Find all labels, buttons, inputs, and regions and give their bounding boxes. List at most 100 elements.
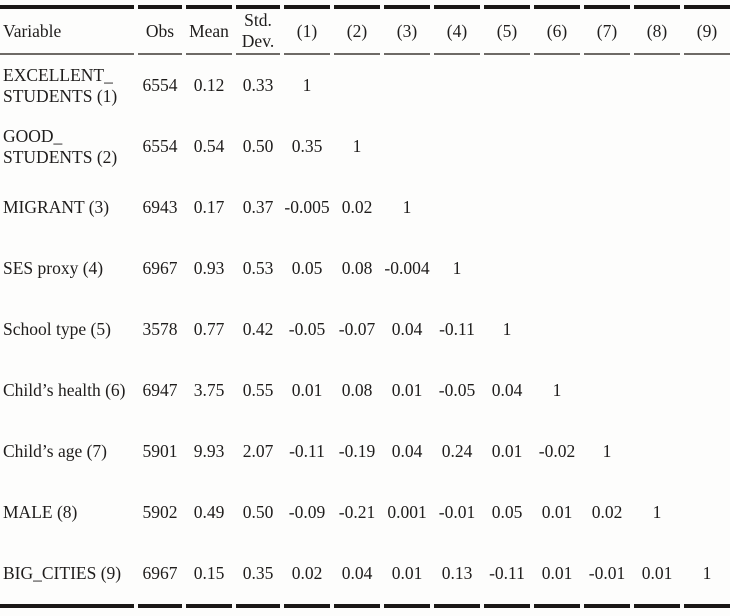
correlation-value-1: -0.05	[288, 319, 326, 340]
correlation-value-2: 0.04	[334, 543, 380, 608]
correlation-value-5: 0.05	[491, 502, 523, 523]
correlation-value-4: -0.11	[439, 319, 475, 340]
correlation-value-6	[534, 116, 580, 177]
correlation-value-9	[684, 177, 730, 238]
header-cell-c6: (6)	[534, 5, 580, 55]
correlation-value-3: 0.001	[387, 502, 427, 523]
header-label: (5)	[496, 20, 518, 41]
correlation-value-3: 0.01	[391, 380, 423, 401]
header-label: Mean	[189, 20, 229, 41]
correlation-value-1: 1	[302, 75, 312, 96]
header-cell-c9: (9)	[684, 5, 730, 55]
correlation-value-1: -0.11	[289, 441, 325, 462]
correlation-value-7: 1	[602, 441, 612, 462]
mean-value: 0.49	[193, 502, 225, 523]
header-cell-c5: (5)	[484, 5, 530, 55]
correlation-value-3	[384, 116, 430, 177]
obs-value: 5902	[142, 502, 178, 523]
correlation-value-6	[534, 299, 580, 360]
std-dev-value: 2.07	[242, 441, 274, 462]
variable-label-cell: MALE (8)	[0, 482, 134, 543]
correlation-value-7: -0.01	[584, 543, 630, 608]
table-body: EXCELLENT_ STUDENTS (1) 6554 0.12 0.33 1 GOOD_…	[0, 55, 730, 608]
mean-value: 0.17	[193, 197, 225, 218]
correlation-value-7	[584, 55, 630, 116]
correlation-value-8: 1	[652, 502, 662, 523]
table-row: SES proxy (4) 6967 0.93 0.53 0.05 0.08 -0.004 1	[0, 238, 730, 299]
variable-label-cell: EXCELLENT_ STUDENTS (1)	[0, 55, 134, 116]
correlation-value-2: -0.19	[338, 441, 376, 462]
header-label: (2)	[346, 20, 368, 41]
std-dev-value: 0.53	[242, 258, 274, 279]
header-cell-obs: Obs	[138, 5, 182, 55]
correlation-value-3: 1	[402, 197, 412, 218]
correlation-value-7	[584, 177, 630, 238]
correlation-value-2: -0.07	[338, 319, 376, 340]
correlation-value-7: 0.02	[591, 502, 623, 523]
obs-value: 5901	[142, 441, 178, 462]
correlation-value-9	[684, 482, 730, 543]
correlation-value-5	[484, 177, 530, 238]
correlation-value-3: 0.04	[391, 319, 423, 340]
correlation-value-8: 0.01	[634, 543, 680, 608]
header-row: Variable Obs Mean Std. Dev. (1) (2) (3) (4) (5) (6…	[0, 5, 730, 55]
correlation-value-7	[584, 238, 630, 299]
header-label: (8)	[646, 20, 668, 41]
table-row: Child’s health (6) 6947 3.75 0.55 0.01 0.08 0.…	[0, 360, 730, 421]
correlation-value-4: 0.24	[441, 441, 473, 462]
correlation-value-5: 1	[502, 319, 512, 340]
variable-label: EXCELLENT_	[3, 64, 113, 85]
correlation-value-4: -0.01	[438, 502, 476, 523]
variable-label-cell: School type (5)	[0, 299, 134, 360]
correlation-value-6	[534, 238, 580, 299]
table-row: GOOD_ STUDENTS (2) 6554 0.54 0.50 0.35 1	[0, 116, 730, 177]
correlation-value-2: 0.08	[341, 258, 373, 279]
std-dev-value: 0.50	[242, 136, 274, 157]
header-cell-c3: (3)	[384, 5, 430, 55]
table-row: MALE (8) 5902 0.49 0.50 -0.09 -0.21 0.001 -0.01…	[0, 482, 730, 543]
correlation-value-2	[334, 55, 380, 116]
header-cell-c1: (1)	[284, 5, 330, 55]
mean-value: 0.15	[186, 543, 232, 608]
correlation-value-7	[584, 116, 630, 177]
correlation-value-4: 0.13	[434, 543, 480, 608]
header-cell-variable: Variable	[0, 5, 134, 55]
header-cell-c2: (2)	[334, 5, 380, 55]
correlation-value-1: 0.02	[284, 543, 330, 608]
correlation-value-9	[684, 238, 730, 299]
correlation-value-4	[434, 55, 480, 116]
correlation-value-3: -0.004	[384, 258, 430, 279]
header-label: (6)	[546, 20, 568, 41]
header-cell-std_dev: Std. Dev.	[236, 5, 280, 55]
header-label: (1)	[296, 20, 318, 41]
correlation-value-8	[634, 421, 680, 482]
variable-label: GOOD_	[3, 125, 63, 146]
std-dev-value: 0.55	[242, 380, 274, 401]
obs-value: 6967	[142, 258, 178, 279]
correlation-value-4: 1	[452, 258, 462, 279]
correlation-value-4	[434, 177, 480, 238]
correlation-value-8	[634, 238, 680, 299]
header-cell-c4: (4)	[434, 5, 480, 55]
correlation-value-8	[634, 55, 680, 116]
correlation-value-9	[684, 421, 730, 482]
std-dev-value: 0.42	[242, 319, 274, 340]
header-cell-c7: (7)	[584, 5, 630, 55]
correlation-value-7	[584, 360, 630, 421]
table-row: Child’s age (7) 5901 9.93 2.07 -0.11 -0.19 0.0…	[0, 421, 730, 482]
correlation-value-2: 0.02	[341, 197, 373, 218]
mean-value: 9.93	[193, 441, 225, 462]
header-label: (9)	[696, 20, 718, 41]
variable-label: STUDENTS (2)	[3, 146, 118, 167]
correlation-value-9	[684, 55, 730, 116]
variable-label: MIGRANT (3)	[3, 197, 110, 218]
mean-value: 0.54	[193, 136, 225, 157]
correlation-value-9: 1	[684, 543, 730, 608]
correlation-value-4: -0.05	[438, 380, 476, 401]
std-dev-value: 0.50	[242, 502, 274, 523]
correlation-value-6: 0.01	[534, 543, 580, 608]
correlation-value-8	[634, 360, 680, 421]
descriptive-statistics-correlation-table: Variable Obs Mean Std. Dev. (1) (2) (3) (4) (5) (6…	[0, 5, 730, 608]
obs-value: 6947	[142, 380, 178, 401]
